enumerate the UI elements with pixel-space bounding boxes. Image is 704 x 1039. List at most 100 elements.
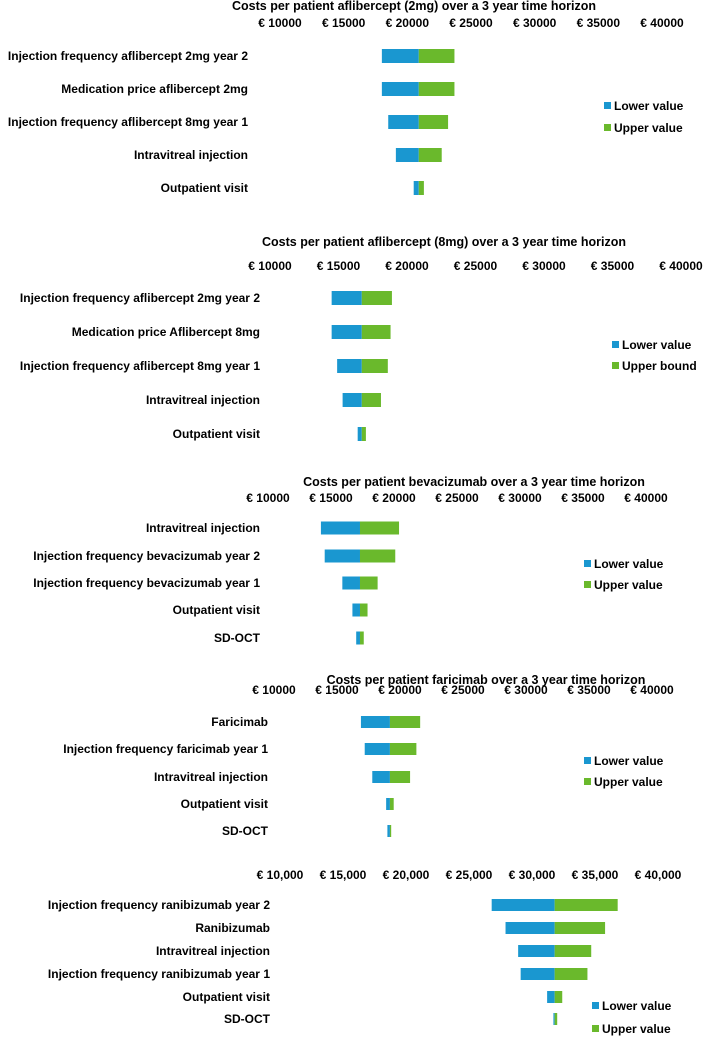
axis-tick-label: € 35000 bbox=[591, 259, 635, 273]
legend-label-upper: Upper value bbox=[602, 1022, 671, 1036]
category-label: SD-OCT bbox=[222, 824, 269, 838]
legend-swatch-upper bbox=[592, 1025, 599, 1032]
axis-tick-label: € 10,000 bbox=[257, 868, 304, 882]
axis-tick-label: € 15000 bbox=[315, 683, 359, 697]
bar-lower-value bbox=[381, 49, 419, 63]
bar-upper-value bbox=[359, 631, 364, 645]
category-label: Faricimab bbox=[211, 715, 268, 729]
legend-swatch-upper bbox=[584, 778, 591, 785]
axis-tick-label: € 20000 bbox=[378, 683, 422, 697]
bar-lower-value bbox=[505, 922, 555, 934]
legend-swatch-lower bbox=[584, 757, 591, 764]
legend-label-upper: Upper bound bbox=[622, 359, 697, 373]
legend-label-upper: Upper value bbox=[614, 121, 683, 135]
category-label: Outpatient visit bbox=[161, 181, 248, 195]
legend-swatch-upper bbox=[604, 124, 611, 131]
legend-swatch-upper bbox=[584, 581, 591, 588]
bar-lower-value bbox=[372, 771, 390, 783]
category-label: Injection frequency aflibercept 2mg year… bbox=[8, 49, 248, 63]
axis-tick-label: € 10000 bbox=[246, 491, 290, 505]
bar-upper-value bbox=[361, 325, 391, 339]
tornado-chart-4: Costs per patient faricimab over a 3 yea… bbox=[63, 673, 674, 838]
category-label: Injection frequency faricimab year 1 bbox=[63, 742, 268, 756]
category-label: Outpatient visit bbox=[173, 427, 260, 441]
legend-swatch-lower bbox=[592, 1002, 599, 1009]
legend-label-lower: Lower value bbox=[594, 557, 664, 571]
category-label: Injection frequency bevacizumab year 1 bbox=[33, 576, 260, 590]
bar-lower-value bbox=[320, 521, 360, 535]
bar-upper-value bbox=[418, 148, 442, 162]
axis-tick-label: € 25000 bbox=[449, 16, 493, 30]
legend-label-upper: Upper value bbox=[594, 775, 663, 789]
bar-upper-value bbox=[359, 549, 396, 563]
bar-lower-value bbox=[388, 115, 419, 129]
tornado-chart-2: Costs per patient aflibercept (8mg) over… bbox=[20, 235, 703, 441]
bar-upper-value bbox=[359, 521, 400, 535]
axis-tick-label: € 40000 bbox=[630, 683, 674, 697]
category-label: Intravitreal injection bbox=[134, 148, 248, 162]
bar-upper-value bbox=[418, 181, 424, 195]
category-label: Medication price Aflibercept 8mg bbox=[72, 325, 260, 339]
bar-lower-value bbox=[553, 1013, 555, 1025]
category-label: Intravitreal injection bbox=[146, 521, 260, 535]
axis-tick-label: € 25,000 bbox=[446, 868, 493, 882]
category-label: Injection frequency aflibercept 8mg year… bbox=[20, 359, 260, 373]
tornado-chart-5: € 10,000 € 15,000 € 20,000 € 25,000 € 30,000… bbox=[48, 868, 682, 1036]
axis-tick-label: € 40000 bbox=[640, 16, 684, 30]
legend-label-lower: Lower value bbox=[602, 999, 672, 1013]
bar-upper-value bbox=[359, 576, 378, 590]
axis-tick-label: € 25000 bbox=[441, 683, 485, 697]
category-label: Intravitreal injection bbox=[156, 944, 270, 958]
bar-upper-value bbox=[418, 82, 455, 96]
category-label: Injection frequency aflibercept 2mg year… bbox=[20, 291, 260, 305]
category-label: SD-OCT bbox=[214, 631, 261, 645]
bar-lower-value bbox=[413, 181, 419, 195]
bar-lower-value bbox=[381, 82, 419, 96]
axis-tick-label: € 20,000 bbox=[383, 868, 430, 882]
bar-upper-value bbox=[554, 991, 563, 1003]
category-label: Outpatient visit bbox=[183, 990, 270, 1004]
category-label: Intravitreal injection bbox=[154, 770, 268, 784]
axis-tick-label: € 30000 bbox=[522, 259, 566, 273]
axis-tick-label: € 10000 bbox=[252, 683, 296, 697]
bar-lower-value bbox=[331, 325, 362, 339]
axis-tick-label: € 30000 bbox=[513, 16, 557, 30]
legend-swatch-lower bbox=[584, 560, 591, 567]
bar-upper-value bbox=[554, 1013, 558, 1025]
axis-tick-label: € 10000 bbox=[248, 259, 292, 273]
bar-upper-value bbox=[418, 49, 455, 63]
bar-upper-value bbox=[554, 899, 618, 911]
bar-lower-value bbox=[360, 716, 390, 728]
bar-lower-value bbox=[342, 393, 362, 407]
bar-lower-value bbox=[331, 291, 362, 305]
bar-upper-value bbox=[389, 743, 417, 755]
bar-upper-value bbox=[389, 825, 392, 837]
legend-label-lower: Lower value bbox=[622, 338, 692, 352]
legend-label-upper: Upper value bbox=[594, 578, 663, 592]
axis-tick-label: € 35,000 bbox=[572, 868, 619, 882]
bar-upper-value bbox=[361, 291, 392, 305]
axis-tick-label: € 25000 bbox=[454, 259, 498, 273]
axis-tick-label: € 35000 bbox=[567, 683, 611, 697]
axis-tick-label: € 20000 bbox=[386, 16, 430, 30]
legend-label-lower: Lower value bbox=[614, 99, 684, 113]
category-label: Injection frequency ranibizumab year 2 bbox=[48, 898, 270, 912]
bar-upper-value bbox=[389, 716, 421, 728]
axis-tick-label: € 35000 bbox=[577, 16, 621, 30]
category-label: Intravitreal injection bbox=[146, 393, 260, 407]
bar-upper-value bbox=[418, 115, 449, 129]
axis-tick-label: € 15,000 bbox=[320, 868, 367, 882]
legend-swatch-lower bbox=[612, 341, 619, 348]
bar-lower-value bbox=[342, 576, 360, 590]
bar-upper-value bbox=[361, 393, 381, 407]
bar-lower-value bbox=[364, 743, 390, 755]
bar-lower-value bbox=[547, 991, 555, 1003]
category-label: Outpatient visit bbox=[173, 603, 260, 617]
axis-tick-label: € 25000 bbox=[435, 491, 479, 505]
chart-title: Costs per patient aflibercept (8mg) over… bbox=[262, 235, 626, 249]
axis-tick-label: € 30,000 bbox=[509, 868, 556, 882]
chart-title: Costs per patient faricimab over a 3 yea… bbox=[327, 673, 646, 687]
axis-tick-label: € 30000 bbox=[504, 683, 548, 697]
axis-tick-label: € 10000 bbox=[258, 16, 302, 30]
bar-upper-value bbox=[389, 798, 394, 810]
